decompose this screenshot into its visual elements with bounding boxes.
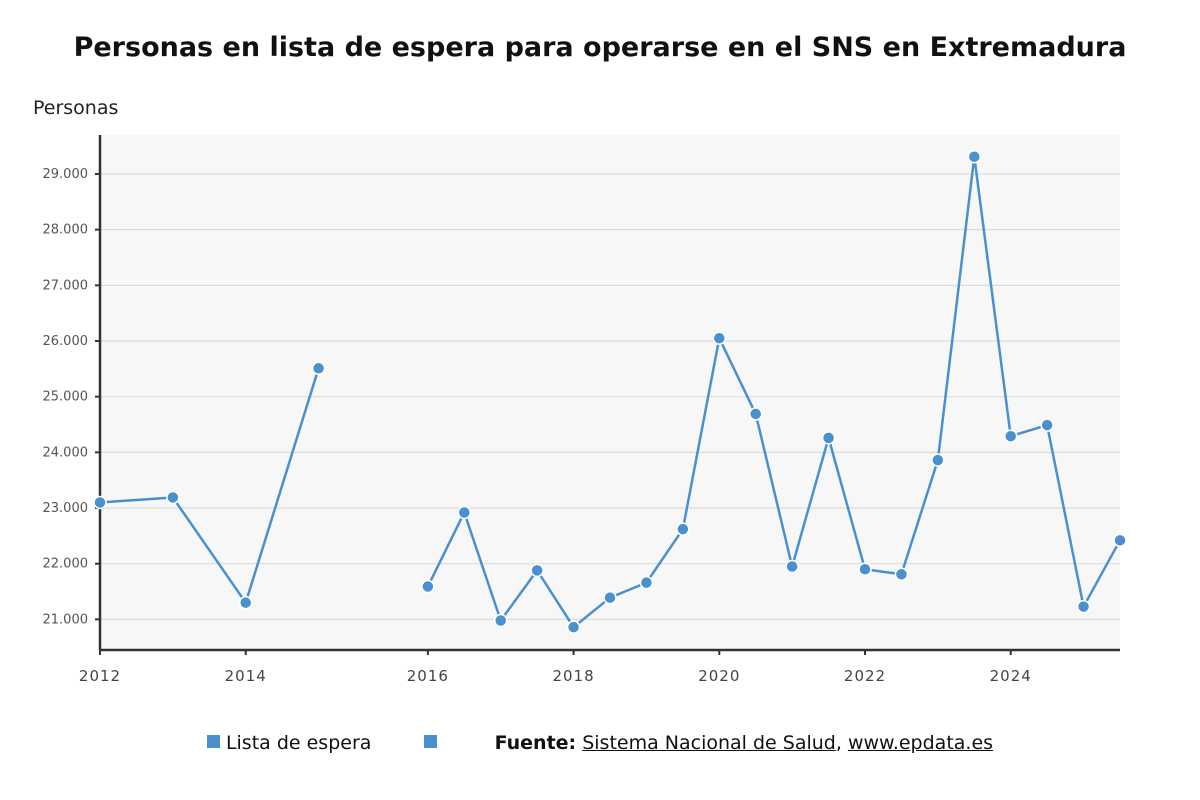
data-point xyxy=(748,407,763,421)
y-tick-label: 29.000 xyxy=(43,167,89,182)
y-tick-label: 25.000 xyxy=(43,390,89,405)
data-point xyxy=(566,620,581,634)
y-tick-label: 21.000 xyxy=(43,612,89,627)
data-point xyxy=(931,453,945,467)
data-point xyxy=(238,595,253,610)
x-tick-label: 2024 xyxy=(990,667,1032,685)
site-link[interactable]: www.epdata.es xyxy=(847,732,994,754)
x-tick-label: 2022 xyxy=(844,667,886,685)
y-tick-label: 27.000 xyxy=(43,278,89,293)
data-point xyxy=(311,361,326,376)
data-point xyxy=(493,613,508,628)
data-point xyxy=(93,495,107,510)
source: Fuente: Sistema Nacional de Salud, www.e… xyxy=(495,732,993,754)
series-line xyxy=(99,367,320,604)
source-separator: , xyxy=(835,732,842,754)
data-point xyxy=(712,331,727,345)
data-point xyxy=(1040,418,1054,432)
data-point xyxy=(858,562,872,577)
source-prefix: Fuente: xyxy=(494,732,577,754)
x-tick-label: 2012 xyxy=(79,667,121,685)
legend-swatch-icon xyxy=(423,735,437,748)
x-tick-label: 2018 xyxy=(552,667,594,685)
legend-label: Lista de espera xyxy=(225,732,372,754)
y-tick-label: 24.000 xyxy=(43,445,89,460)
legend-swatch-icon xyxy=(206,735,220,748)
data-point xyxy=(1113,533,1127,548)
data-point xyxy=(785,559,799,574)
data-point xyxy=(894,567,909,582)
data-point xyxy=(166,490,180,505)
data-point xyxy=(1003,429,1018,443)
x-tick-label: 2016 xyxy=(407,667,449,685)
data-point xyxy=(1076,599,1091,614)
x-tick-label: 2014 xyxy=(225,667,267,685)
y-tick-label: 28.000 xyxy=(43,223,89,238)
data-point xyxy=(821,431,836,445)
chart-title: Personas en lista de espera para operars… xyxy=(73,32,1127,63)
y-tick-label: 22.000 xyxy=(43,557,89,572)
data-point xyxy=(603,590,617,605)
data-point xyxy=(530,563,544,578)
data-point xyxy=(457,505,472,520)
data-point xyxy=(967,149,982,164)
data-point xyxy=(421,579,435,594)
data-point xyxy=(639,575,654,590)
y-tick-label: 26.000 xyxy=(43,334,89,349)
y-axis-label: Personas xyxy=(33,97,119,119)
legend: Lista de espera Fuente: Sistema Nacional… xyxy=(0,732,1200,754)
source-link[interactable]: Sistema Nacional de Salud xyxy=(582,732,836,754)
series-line xyxy=(426,155,1122,629)
data-point xyxy=(676,522,690,536)
legend-item[interactable]: Lista de espera xyxy=(206,732,372,754)
x-tick-label: 2020 xyxy=(698,667,740,685)
y-tick-label: 23.000 xyxy=(43,501,89,516)
